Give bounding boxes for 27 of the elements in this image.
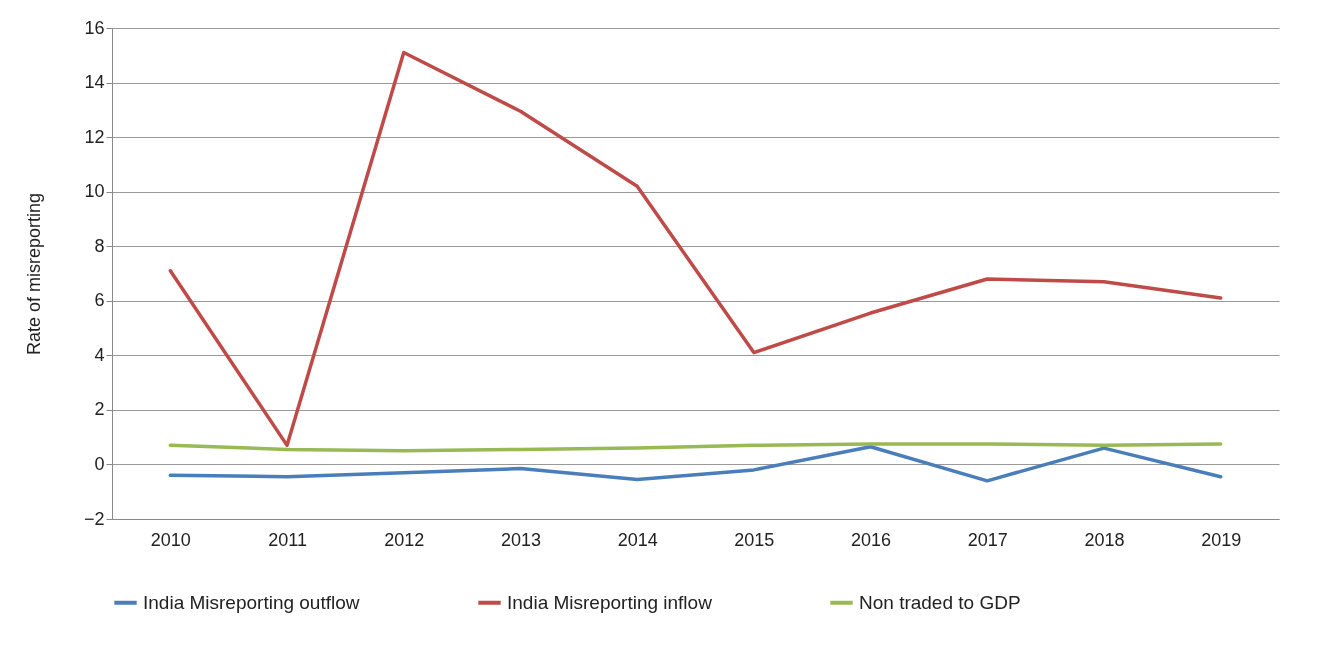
legend-label: India Misreporting outflow (143, 591, 360, 613)
x-tick-label: 2016 (851, 529, 892, 550)
y-tick-label: 4 (94, 344, 105, 365)
x-tick-label: 2012 (384, 529, 425, 550)
y-axis-title: Rate of misreporting (23, 192, 44, 356)
x-tick-label: 2015 (734, 529, 775, 550)
y-tick-label: 2 (94, 399, 105, 420)
x-tick-label: 2019 (1201, 529, 1242, 550)
y-tick-label: 14 (84, 72, 105, 93)
x-tick-label: 2017 (967, 529, 1008, 550)
line-series (168, 442, 1223, 453)
x-tick-label: 2018 (1084, 529, 1125, 550)
y-tick-label: 0 (94, 453, 105, 474)
line-series (168, 444, 1223, 483)
y-tick-label: 12 (84, 126, 105, 147)
legend-label: India Misreporting inflow (507, 591, 713, 613)
x-tick-label: 2010 (150, 529, 191, 550)
y-tick-label: 16 (84, 17, 105, 38)
line-series (168, 50, 1223, 448)
y-tick-label: −2 (83, 508, 105, 529)
x-tick-label: 2014 (617, 529, 658, 550)
y-tick-label: 10 (84, 181, 105, 202)
y-tick-label: 8 (94, 235, 105, 256)
legend-label: Non traded to GDP (859, 591, 1021, 613)
x-tick-label: 2011 (268, 529, 307, 550)
y-tick-label: 6 (94, 290, 105, 311)
x-tick-label: 2013 (500, 529, 541, 550)
